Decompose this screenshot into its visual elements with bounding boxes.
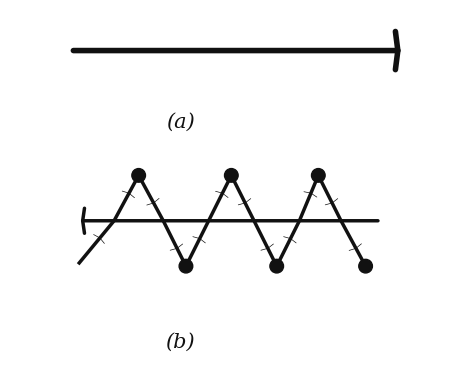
Text: (b): (b) — [165, 332, 195, 351]
Text: (a): (a) — [166, 113, 195, 132]
Circle shape — [225, 168, 238, 182]
Circle shape — [270, 259, 283, 273]
Circle shape — [311, 168, 325, 182]
Circle shape — [132, 168, 146, 182]
Circle shape — [179, 259, 193, 273]
Circle shape — [359, 259, 373, 273]
